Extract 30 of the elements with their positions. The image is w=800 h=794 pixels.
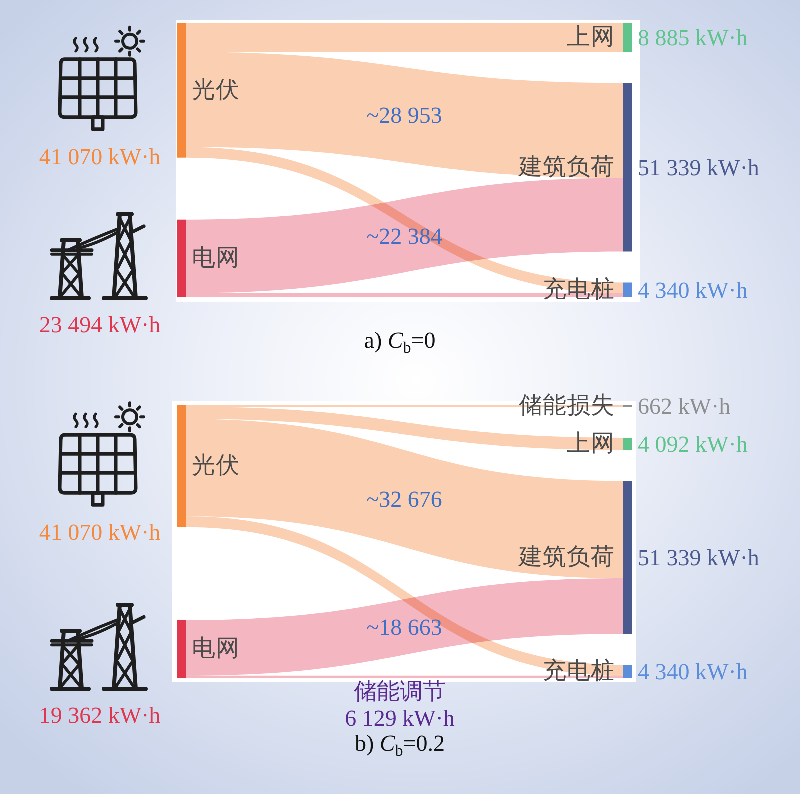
data-label: 23 494 kW·h [39, 312, 162, 337]
data-label: ~28 953 [366, 102, 442, 128]
category-label: 充电桩 [543, 658, 615, 685]
category-label: 充电桩 [543, 276, 615, 303]
data-label: ~22 384 [366, 223, 443, 248]
category-label: 建筑负荷 [518, 544, 615, 571]
category-label: 光伏 [192, 453, 240, 480]
text: 储能调节 [354, 678, 446, 704]
text: 6 129 kW·h [345, 706, 456, 730]
category-label: 电网 [192, 636, 240, 662]
data-label: 662 kW·h [638, 393, 732, 418]
category-label: 上网 [567, 431, 615, 458]
data-label: ~32 676 [366, 486, 442, 512]
data-label: 51 339 kW·h [638, 545, 760, 570]
data-label: ~18 663 [366, 614, 442, 640]
data-label: 8 885 kW·h [638, 25, 748, 50]
category-label: 上网 [567, 24, 615, 51]
data-label: 19 362 kW·h [39, 702, 162, 728]
category-label: 光伏 [192, 77, 240, 104]
data-label: 4 340 kW·h [638, 659, 748, 684]
data-label: 41 070 kW·h [39, 144, 162, 169]
data-label: 41 070 kW·h [39, 520, 162, 545]
category-label: 电网 [192, 245, 240, 272]
category-label: 建筑负荷 [518, 154, 615, 180]
text: a) C$_{b}$=0 [364, 328, 436, 357]
category-label: 储能损失 [519, 392, 615, 419]
data-label: 4 340 kW·h [638, 277, 748, 302]
data-label: 51 339 kW·h [638, 154, 760, 180]
data-label: 4 092 kW·h [638, 432, 748, 457]
text: b) C$_{b}$=0.2 [354, 730, 446, 760]
